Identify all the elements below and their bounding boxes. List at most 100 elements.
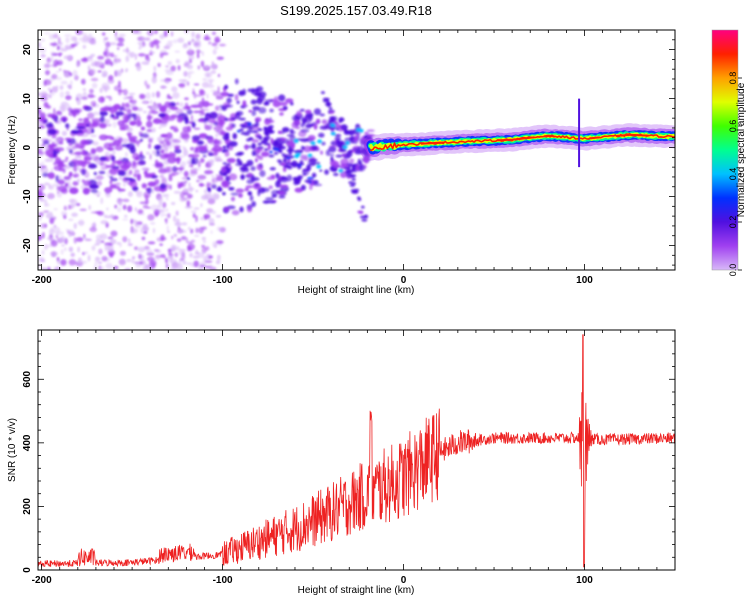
spectrogram-patch [264, 148, 268, 151]
spectrogram-patch [212, 61, 214, 64]
spectrogram-patch [278, 130, 282, 134]
spectrogram-patch [53, 165, 61, 170]
spectrogram-patch [237, 152, 244, 156]
spectrogram-patch [278, 195, 285, 198]
spectrogram-patch [87, 94, 94, 98]
spectrogram-patch [159, 243, 163, 246]
spectrogram-patch [167, 213, 171, 218]
spectrogram-patch [112, 121, 116, 128]
spectrogram-patch [175, 51, 180, 53]
spectrogram-patch [71, 213, 78, 217]
spectrogram-patch [181, 230, 187, 233]
spectrogram-patch [172, 92, 179, 99]
spectrogram-patch [350, 184, 355, 187]
spectrogram-patch [210, 64, 216, 68]
spectrogram-patch [167, 61, 172, 65]
spectrogram-patch [327, 101, 330, 104]
spectrogram-patch [145, 54, 148, 61]
spectrogram-patch [217, 227, 221, 231]
spectrogram-patch [83, 91, 87, 97]
spectrogram-patch [118, 37, 125, 42]
spectrogram-patch [215, 159, 223, 161]
spectrogram-patch [202, 226, 207, 229]
spectrogram-patch [194, 235, 199, 238]
spectrogram-patch [43, 140, 50, 145]
spectrogram-patch [207, 94, 209, 99]
spectrogram-patch [154, 249, 159, 252]
spectrogram-patch [81, 169, 86, 176]
spectrogram-patch [330, 123, 335, 127]
spectrogram-patch [64, 247, 67, 251]
spectrogram-patch [223, 146, 227, 149]
spectrogram-patch [129, 170, 133, 175]
spectrogram-patch [300, 154, 304, 160]
spectrogram-patch [38, 257, 44, 262]
spectrogram-patch [76, 126, 86, 129]
spectrogram-patch [348, 181, 353, 184]
spectrogram-patch [68, 204, 70, 209]
spectrogram-patch [177, 238, 182, 242]
spectrogram-patch [73, 165, 77, 172]
spectrogram-patch [162, 52, 169, 55]
spectrogram-patch [36, 93, 43, 97]
spectrogram-patch [186, 237, 189, 243]
spectrogram-patch [168, 175, 172, 181]
spectrogram-patch [51, 52, 55, 54]
spectrogram-patch [96, 160, 100, 165]
spectrogram-patch [70, 80, 73, 85]
spectrogram-patch [69, 247, 73, 252]
spectrogram-patch [354, 135, 358, 139]
spectrogram-patch [210, 159, 213, 165]
spectrogram-patch [176, 210, 179, 216]
spectrogram-patch [199, 134, 207, 137]
spectrogram-patch [307, 153, 312, 157]
spectrogram-patch [361, 206, 365, 209]
spectrogram-patch [224, 207, 230, 212]
spectrogram-patch [60, 259, 67, 266]
spectrogram-patch [255, 117, 262, 122]
spectrogram-patch [143, 205, 148, 209]
spectrogram-patch [264, 126, 267, 131]
spectrogram-patch [118, 200, 122, 207]
spectrogram-patch [364, 132, 369, 134]
spectrogram-patch [329, 107, 332, 110]
spectrogram-patch [99, 171, 106, 175]
spectrogram-patch [231, 192, 239, 195]
carrier-peak [422, 143, 444, 144]
spectrogram-patch [217, 57, 224, 60]
spectrogram-patch [57, 257, 60, 261]
spectrogram-patch [134, 261, 142, 264]
spectrogram-patch [324, 169, 329, 175]
snr-x-tick-label: -200 [32, 575, 52, 586]
spectrogram-patch [69, 149, 73, 154]
spectrogram-patch [48, 184, 51, 188]
spectrogram-patch [203, 240, 206, 243]
spectrogram-patch [167, 157, 176, 164]
spectrogram-patch [212, 43, 218, 47]
spectrogram-patch [94, 172, 97, 175]
spectrogram-patch [186, 262, 193, 264]
spectrogram-patch [73, 175, 77, 177]
spectrogram-patch [80, 97, 87, 99]
spectrogram-patch [292, 163, 296, 166]
spectrogram-patch [113, 58, 121, 63]
spectrogram-patch [91, 62, 95, 66]
spectrogram-patch [71, 44, 77, 47]
spectrogram-patch [47, 129, 56, 135]
spectrogram-patch [232, 133, 237, 139]
spectrogram-patch [139, 160, 146, 165]
spectrogram-patch [51, 92, 55, 95]
spectrogram-patch [186, 200, 190, 207]
spectrogram-patch [357, 210, 363, 213]
spectrogram-patch [82, 149, 86, 154]
spectrogram-patch [147, 106, 151, 108]
spectrogram-patch [148, 143, 151, 149]
spectrogram-patch [226, 98, 231, 104]
spectrogram-patch [50, 251, 58, 255]
spectrogram-patch [50, 211, 53, 214]
spectrogram-patch [196, 49, 200, 53]
spectrogram-patch [117, 160, 123, 164]
spectrogram-patch [58, 52, 62, 55]
spectrogram-patch [282, 153, 285, 156]
